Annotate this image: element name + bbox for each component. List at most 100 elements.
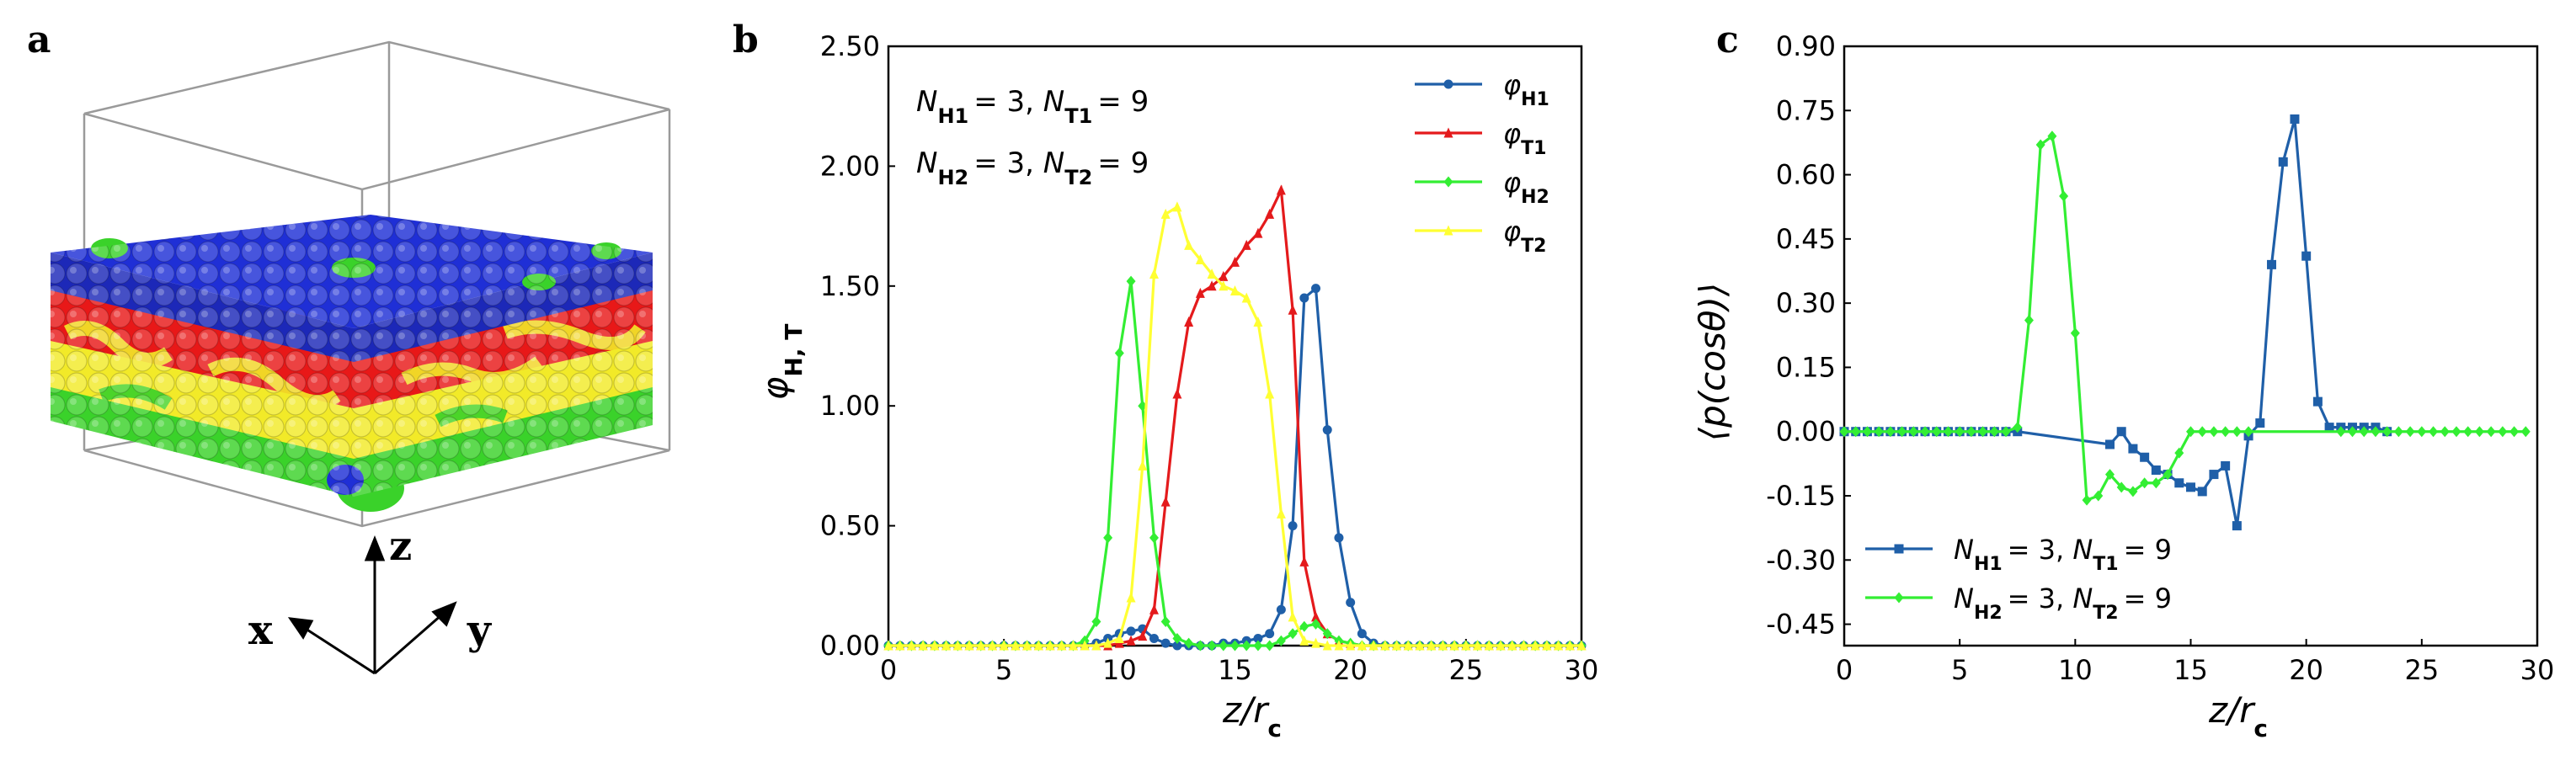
data-point (2509, 426, 2520, 438)
data-point (1160, 616, 1171, 628)
data-point (2104, 439, 2115, 449)
data-point (2336, 426, 2346, 438)
data-point (1943, 426, 1953, 438)
data-point (1403, 640, 1413, 651)
data-point (1253, 317, 1263, 327)
legend-marker (1443, 127, 1453, 138)
series-line (888, 205, 1581, 647)
data-point (1542, 640, 1552, 651)
data-point (1126, 626, 1136, 636)
data-point (1299, 556, 1309, 567)
data-point (1989, 426, 1999, 438)
y-tick-label: 0.00 (1776, 416, 1836, 448)
data-point (1219, 270, 1229, 281)
panel-b-ylabel: φH, T (755, 324, 808, 401)
data-point (2255, 418, 2265, 428)
data-point (2174, 447, 2184, 459)
data-point (2116, 481, 2126, 493)
data-point (1311, 637, 1321, 648)
legend-label: NH2 = 3, NT2 = 9 (1954, 582, 2172, 624)
x-tick-label: 15 (2173, 654, 2208, 686)
data-point (1311, 284, 1321, 294)
legend-item: NH1 = 3, NT1 = 9 (1865, 534, 2172, 575)
x-tick-label: 30 (1565, 654, 1599, 686)
data-point (1103, 637, 1113, 648)
data-point (2429, 426, 2439, 438)
data-point (2013, 422, 2023, 434)
data-point (2301, 251, 2312, 261)
data-point (1276, 604, 1286, 614)
axis-y-label: y (467, 607, 493, 654)
y-tick-label: 0.00 (820, 630, 880, 662)
x-tick-label: 15 (1218, 654, 1252, 686)
series-line (1844, 119, 2388, 526)
axis-x-label: x (248, 607, 273, 654)
data-point (2151, 477, 2161, 489)
data-point (1885, 426, 1896, 438)
data-point (1288, 611, 1298, 622)
data-point (1299, 620, 1309, 632)
series-2 (1839, 130, 2531, 506)
membrane-slab (51, 215, 653, 512)
data-point (1253, 633, 1263, 643)
data-point (1207, 280, 1217, 291)
bead-texture (51, 215, 653, 497)
data-point (1288, 521, 1298, 531)
data-point (2128, 444, 2138, 454)
data-point (1103, 532, 1113, 544)
data-point (1299, 635, 1309, 646)
data-point (2174, 478, 2184, 488)
series-2 (883, 184, 1587, 651)
plot-frame (1843, 45, 2539, 647)
data-point (1265, 640, 1275, 652)
legend-item: φT1 (1415, 118, 1546, 159)
data-point (2116, 427, 2126, 437)
legend-item: φT2 (1415, 215, 1546, 257)
data-point (1276, 184, 1286, 195)
x-tick-label: 30 (2520, 654, 2555, 686)
data-point (2104, 469, 2115, 481)
panel-b-density-chart: b 0 5 10 15 20 25 30 0.00 0.50 1.00 1.50 2.00 2.50 z… (733, 19, 1598, 742)
x-tick-label: 0 (880, 654, 897, 686)
data-point (2197, 426, 2207, 438)
data-point (2393, 426, 2403, 438)
data-point (1080, 640, 1090, 651)
data-point (1172, 201, 1182, 212)
data-point (1184, 317, 1194, 327)
legend-label: φT2 (1503, 215, 1546, 257)
panel-c-xlabel: z/rc (2208, 689, 2268, 742)
data-point (1011, 640, 1021, 651)
data-point (1149, 269, 1159, 279)
y-tick-label: 2.00 (820, 150, 880, 182)
data-point (1195, 640, 1205, 652)
data-point (2140, 452, 2150, 462)
data-point (1160, 638, 1171, 648)
series-4 (883, 201, 1587, 651)
data-point (1265, 208, 1275, 219)
x-tick-label: 20 (2289, 654, 2323, 686)
data-point (1473, 640, 1483, 651)
data-point (1392, 640, 1402, 651)
y-tick-label: 0.50 (820, 510, 880, 542)
data-point (1276, 508, 1286, 519)
series-line (888, 280, 1581, 647)
data-point (1862, 426, 1872, 438)
data-point (2348, 426, 2358, 438)
data-point (1322, 425, 1332, 435)
data-point (2197, 487, 2207, 497)
data-point (1126, 275, 1136, 287)
legend-label: φH2 (1503, 167, 1549, 208)
data-point (2243, 426, 2253, 438)
data-point (964, 640, 974, 651)
y-tick-label: 2.50 (820, 30, 880, 62)
data-point (941, 640, 952, 651)
data-point (1908, 426, 1918, 438)
panel-b-plot-area: 0 5 10 15 20 25 30 0.00 0.50 1.00 1.50 2.00 2.50 (820, 30, 1599, 686)
data-point (2382, 426, 2392, 438)
data-point (1114, 348, 1124, 359)
data-point (1068, 640, 1078, 651)
y-tick-label: 1.50 (820, 270, 880, 302)
data-point (2186, 482, 2195, 492)
legend-marker (1443, 176, 1453, 188)
data-point (2440, 426, 2450, 438)
